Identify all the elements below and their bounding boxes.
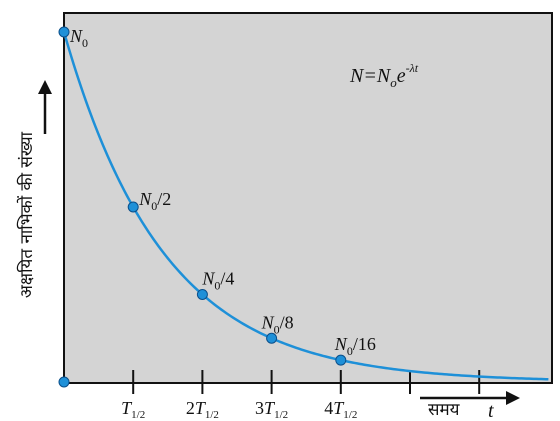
- data-point-5: [335, 354, 347, 366]
- x-tick-sub: 1/2: [274, 409, 288, 421]
- data-label-1: N0: [69, 26, 88, 50]
- x-tick-label-1: T1/2: [121, 398, 145, 421]
- x-tick-coef: 3: [255, 398, 264, 418]
- y-axis-label-group: अक्षयित नाभिकों की संख्या: [16, 80, 52, 298]
- equation-label: N=Noe-λt: [349, 61, 419, 90]
- y-axis-label: अक्षयित नाभिकों की संख्या: [16, 131, 37, 298]
- x-tick-sub: 1/2: [131, 409, 145, 421]
- data-point-4: [266, 332, 278, 344]
- x-tick-base: T: [195, 398, 207, 418]
- plot-background: [63, 12, 553, 384]
- x-tick-label-3: 3T1/2: [255, 398, 288, 421]
- equation-sub: o: [390, 75, 397, 90]
- x-tick-coef: 4: [324, 398, 333, 418]
- equation-base: e: [397, 65, 406, 87]
- origin-point: [58, 376, 70, 388]
- data-point-3: [196, 289, 208, 300]
- x-tick-base: T: [333, 398, 345, 418]
- x-axis-label-group: समय t: [420, 391, 520, 421]
- y-axis-arrow-head: [38, 80, 52, 94]
- x-tick-sub: 1/2: [205, 409, 219, 421]
- x-tick-sub: 1/2: [343, 409, 357, 421]
- data-label-4: N0/8: [261, 312, 294, 336]
- data-label-2: N0/2: [138, 189, 171, 213]
- x-axis-arrow-head: [506, 391, 520, 405]
- data-point-1: [58, 26, 70, 38]
- equation-exp: -λt: [406, 61, 419, 75]
- equation-lhs: N=N: [349, 65, 392, 87]
- x-tick-base: T: [121, 398, 133, 418]
- x-axis-symbol: t: [488, 400, 494, 421]
- x-tick-label-2: 2T1/2: [186, 398, 219, 421]
- x-tick-base: T: [264, 398, 276, 418]
- data-label-5: N0/16: [334, 334, 376, 358]
- x-axis-label: समय: [428, 400, 461, 420]
- x-tick-label-4: 4T1/2: [324, 398, 357, 421]
- decay-curve: [62, 31, 549, 381]
- data-label-3: N0/4: [201, 269, 234, 293]
- x-tick-coef: 2: [186, 398, 195, 418]
- data-point-2: [127, 201, 139, 213]
